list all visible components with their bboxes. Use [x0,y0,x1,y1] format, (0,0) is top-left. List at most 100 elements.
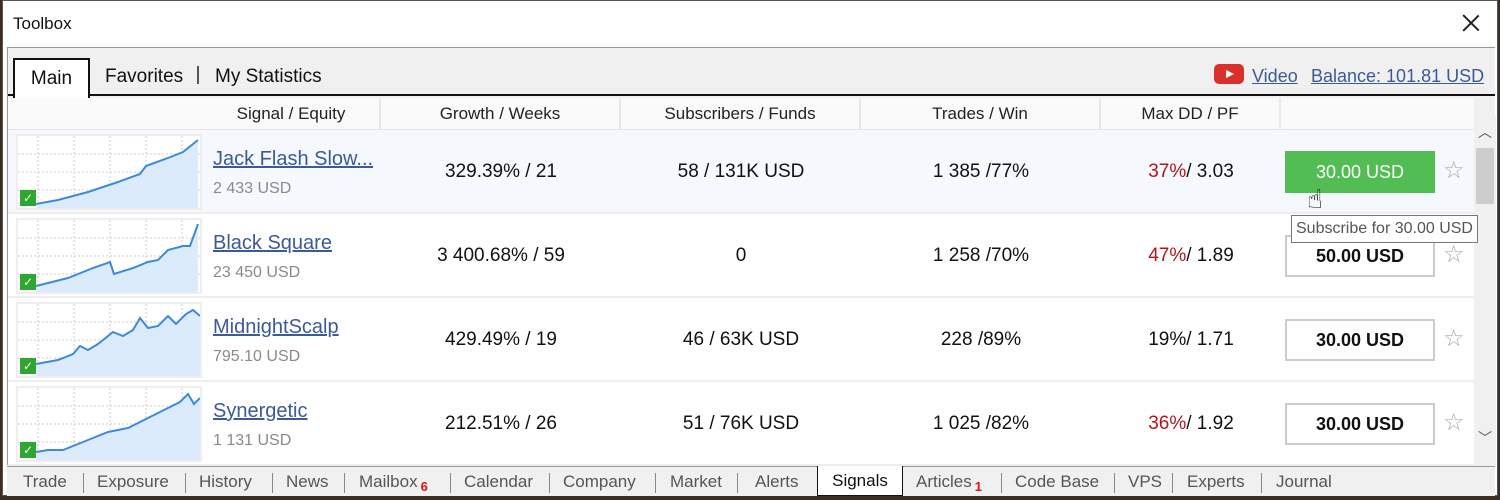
video-link[interactable]: Video [1252,66,1298,86]
tab-history[interactable]: History [199,472,252,491]
equity-chart [18,388,200,460]
signal-equity: 23 450 USD [213,264,301,281]
articles-badge: 1 [974,478,982,494]
tab-experts[interactable]: Experts [1187,472,1245,491]
verified-check-icon: ✓ [20,442,36,458]
tab-separator [185,473,186,493]
equity-chart-thumbnail[interactable]: ✓ [16,134,202,210]
tab-journal[interactable]: Journal [1276,472,1332,491]
subscribe-button[interactable]: 30.00 USD [1285,319,1435,361]
scroll-down-icon[interactable]: ﹀ [1478,430,1492,446]
max-drawdown: 36% [1148,413,1187,434]
tab-calendar[interactable]: Calendar [464,472,533,491]
balance-link[interactable]: Balance: 101.81 USD [1311,66,1485,86]
tab-separator [655,473,656,493]
tab-news[interactable]: News [286,472,329,491]
equity-chart-thumbnail[interactable]: ✓ [16,386,202,462]
trades-win: 228 /89% [940,329,1022,350]
tab-separator [1114,473,1115,493]
window-title: Toolbox [13,14,72,33]
tab-company[interactable]: Company [563,472,636,491]
table-row[interactable]: ✓ Black Square 23 450 USD 3 400.68% / 59… [8,214,1474,298]
profit-factor: / 1.92 [1186,413,1234,434]
subscribers-funds: 46 / 63K USD [682,329,800,350]
subscribers-funds: 51 / 76K USD [682,413,800,434]
table-row[interactable]: ✓ MidnightScalp 795.10 USD 429.49% / 19 … [8,298,1474,382]
subscribe-tooltip: Subscribe for 30.00 USD [1291,215,1478,243]
tab-main[interactable]: Main [13,58,90,98]
tab-separator [1172,473,1173,493]
equity-chart-thumbnail[interactable]: ✓ [16,218,202,294]
max-drawdown: 47% [1148,245,1187,266]
favorite-star-icon[interactable]: ☆ [1443,157,1465,184]
tab-separator [272,473,273,493]
signals-list: ✓ Jack Flash Slow... 2 433 USD 329.39% /… [8,130,1474,466]
tab-my-statistics[interactable]: My Statistics [215,66,322,87]
tab-exposure[interactable]: Exposure [97,472,169,491]
tab-alerts[interactable]: Alerts [755,472,799,491]
scrollbar-thumb[interactable] [1476,148,1494,204]
favorite-star-icon[interactable]: ☆ [1443,241,1465,268]
growth-weeks: 212.51% / 26 [445,413,557,434]
tab-market[interactable]: Market [670,472,722,491]
growth-weeks: 429.49% / 19 [445,329,557,350]
table-header: Signal / Equity Growth / Weeks Subscribe… [8,98,1474,130]
column-growth-weeks[interactable]: Growth / Weeks [381,98,621,130]
column-maxdd-pf[interactable]: Max DD / PF [1101,98,1281,130]
maxdd-pf: 47% / 1.89 [1101,214,1281,298]
tab-separator [1001,473,1002,493]
maxdd-pf: 19% / 1.71 [1101,298,1281,382]
table-row[interactable]: ✓ Jack Flash Slow... 2 433 USD 329.39% /… [8,130,1474,214]
tab-separator [549,473,550,493]
tab-trade[interactable]: Trade [23,472,67,491]
tab-separator [450,473,451,493]
trades-win: 1 025 /82% [932,413,1030,434]
hand-cursor-icon: ☝ [1307,184,1323,214]
youtube-icon[interactable] [1214,64,1244,84]
column-trades-win[interactable]: Trades / Win [861,98,1101,130]
maxdd-pf: 36% / 1.92 [1101,382,1281,466]
trades-win: 1 258 /70% [932,245,1030,266]
subscribe-button[interactable]: 30.00 USD [1285,403,1435,445]
signal-equity: 1 131 USD [213,432,292,449]
scroll-up-icon[interactable]: ︿ [1478,124,1492,140]
signal-name-link[interactable]: Jack Flash Slow... [213,148,374,170]
table-row[interactable]: ✓ Synergetic 1 131 USD 212.51% / 26 51 /… [8,382,1474,466]
profit-factor: / 1.89 [1186,245,1234,266]
title-bar: Toolbox [3,1,1497,47]
tab-separator [737,473,738,493]
equity-chart [18,136,200,208]
signals-panel: Main Favorites My Statistics Video Balan… [7,47,1496,466]
tab-mailbox[interactable]: Mailbox 6 [359,468,428,496]
tab-signals[interactable]: Signals [817,466,903,496]
equity-chart [18,304,200,376]
tab-articles-label: Articles [916,472,972,491]
verified-check-icon: ✓ [20,274,36,290]
tab-separator [344,473,345,493]
tab-separator [197,66,199,84]
favorite-star-icon[interactable]: ☆ [1443,409,1465,436]
verified-check-icon: ✓ [20,190,36,206]
max-drawdown: 19% [1148,329,1187,350]
column-signal-equity[interactable]: Signal / Equity [203,98,381,130]
close-icon[interactable] [1459,11,1483,35]
tab-code-base[interactable]: Code Base [1015,472,1100,491]
maxdd-pf: 37% / 3.03 [1101,130,1281,214]
tab-favorites[interactable]: Favorites [105,66,184,87]
signal-name-link[interactable]: MidnightScalp [213,316,339,338]
tab-separator [1261,473,1262,493]
signal-name-link[interactable]: Black Square [213,232,332,254]
signal-equity: 795.10 USD [213,348,301,365]
equity-chart-thumbnail[interactable]: ✓ [16,302,202,378]
top-tabs: Main Favorites My Statistics Video Balan… [8,48,1495,98]
column-subscribers-funds[interactable]: Subscribers / Funds [621,98,861,130]
signal-name-link[interactable]: Synergetic [213,400,308,422]
favorite-star-icon[interactable]: ☆ [1443,325,1465,352]
tab-vps[interactable]: VPS [1128,472,1163,491]
vertical-scrollbar[interactable]: ︿ ﹀ [1474,116,1496,466]
bottom-tabs: Trade Exposure History News Mailbox 6 Cal… [7,466,1495,496]
tab-articles[interactable]: Articles 1 [916,468,982,496]
subscribe-button[interactable]: 30.00 USD [1285,151,1435,193]
trades-win: 1 385 /77% [932,161,1030,182]
